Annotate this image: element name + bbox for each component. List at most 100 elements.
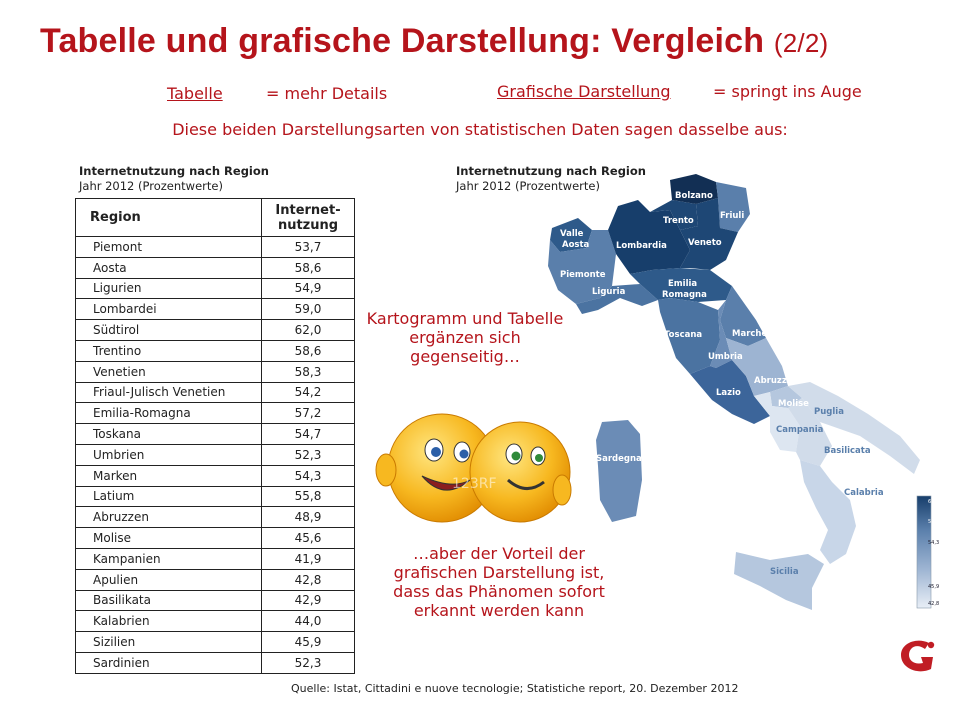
- region-basilicata: [788, 398, 832, 466]
- col-header-usage-2: nutzung: [277, 217, 339, 233]
- table-row: Marken 54,3: [75, 464, 355, 487]
- callout-top-line-3: gegenseitig…: [410, 347, 520, 366]
- region-cell: Toskana: [75, 423, 262, 445]
- region-molise: [770, 386, 802, 408]
- table-row: Toskana 54,7: [75, 423, 355, 445]
- source-note: Quelle: Istat, Cittadini e nuove tecnolo…: [291, 682, 739, 695]
- label-emilia-2: Romagna: [662, 290, 707, 300]
- region-cell: Emilia-Romagna: [75, 402, 262, 425]
- region-cell: Apulien: [75, 568, 262, 591]
- map-caption: Internetnutzung nach Region Jahr 2012 (P…: [456, 164, 646, 194]
- legend-tick-0: 62: [928, 499, 934, 505]
- label-basilicata: Basilicata: [824, 446, 871, 456]
- label-toscana: Toscana: [664, 330, 702, 340]
- usage-cell: 54,7: [261, 423, 355, 445]
- usage-cell: 45,9: [261, 631, 355, 653]
- region-cell: Umbrien: [75, 443, 262, 466]
- label-lombardia: Lombardia: [616, 241, 667, 251]
- usage-cell: 53,7: [261, 236, 355, 258]
- label-veneto: Veneto: [688, 238, 722, 248]
- region-cell: Sizilien: [75, 631, 262, 653]
- label-valle-2: Aosta: [562, 240, 590, 250]
- label-lazio: Lazio: [716, 388, 741, 398]
- region-cell: Venetien: [75, 360, 262, 383]
- label-abruzzo: Abruzzo: [754, 376, 793, 386]
- map-caption-title: Internetnutzung nach Region: [456, 164, 646, 178]
- region-valle-aosta: [550, 218, 592, 252]
- legend-tick-4: 42,8: [928, 601, 939, 607]
- region-emilia: [630, 268, 732, 302]
- callout-bottom-line-4: erkannt werden kann: [413, 601, 585, 620]
- usage-cell: 54,3: [261, 464, 355, 487]
- label-trento: Trento: [663, 216, 694, 226]
- label-piemonte: Piemonte: [560, 270, 606, 280]
- label-molise: Molise: [778, 399, 809, 409]
- usage-cell: 54,2: [261, 381, 355, 404]
- usage-cell: 52,3: [261, 443, 355, 466]
- usage-cell: 52,3: [261, 651, 355, 674]
- region-lazio: [690, 360, 770, 424]
- usage-cell: 58,6: [261, 256, 355, 279]
- table-row: Molise 45,6: [75, 527, 355, 549]
- region-cell: Kampanien: [75, 547, 262, 570]
- legend-bar: [916, 495, 932, 609]
- table-header-row: Region Internet- nutzung: [75, 198, 355, 237]
- region-cell: Aosta: [75, 256, 262, 279]
- region-abruzzo: [726, 338, 788, 396]
- label-marche: Marche: [732, 329, 767, 339]
- legend-tick-2: 54,3: [928, 540, 939, 546]
- table-row: Piemont 53,7: [75, 236, 355, 258]
- region-cell: Ligurien: [75, 277, 262, 300]
- callout-bottom-line-3: dass das Phänomen sofort: [393, 582, 605, 601]
- table-row: Venetien 58,3: [75, 360, 355, 383]
- usage-cell: 45,6: [261, 527, 355, 549]
- callout-bottom-line-2: grafischen Darstellung ist,: [393, 563, 605, 582]
- table-row: Emilia-Romagna 57,2: [75, 402, 355, 425]
- region-cell: Piemont: [75, 236, 262, 258]
- intro-table-desc: = mehr Details: [266, 84, 388, 103]
- region-cell: Basilikata: [75, 589, 262, 612]
- table-caption: Internetnutzung nach Region Jahr 2012 (P…: [79, 164, 269, 194]
- callout-bottom-line-1: …aber der Vorteil der: [413, 544, 585, 563]
- col-header-usage: Internet- nutzung: [261, 198, 355, 237]
- region-cell: Lombardei: [75, 298, 262, 321]
- label-bolzano: Bolzano: [675, 191, 713, 201]
- usage-cell: 44,0: [261, 610, 355, 633]
- usage-cell: 48,9: [261, 506, 355, 529]
- label-friuli: Friuli: [720, 211, 744, 221]
- label-sicilia: Sicilia: [770, 567, 799, 577]
- callout-top: Kartogramm und Tabelle ergänzen sich geg…: [335, 309, 595, 366]
- region-liguria: [576, 284, 658, 314]
- intro-graphic: Grafische Darstellung: [497, 82, 671, 101]
- usage-cell: 54,9: [261, 277, 355, 300]
- table-row: Kalabrien 44,0: [75, 610, 355, 633]
- callout-top-line-2: ergänzen sich: [409, 328, 521, 347]
- table-row: Kampanien 41,9: [75, 547, 355, 570]
- usage-cell: 55,8: [261, 485, 355, 508]
- map-legend: 62 58,3 54,3 45,9 42,8: [916, 495, 939, 609]
- title-suffix: (2/2): [773, 28, 829, 58]
- table-caption-title: Internetnutzung nach Region: [79, 164, 269, 178]
- table-link[interactable]: Tabelle: [167, 84, 223, 103]
- region-calabria: [800, 460, 856, 564]
- graphic-link[interactable]: Grafische Darstellung: [497, 82, 671, 101]
- region-campania: [754, 392, 800, 452]
- intro-graphic-desc: = springt ins Auge: [713, 82, 862, 101]
- region-cell: Latium: [75, 485, 262, 508]
- table-row: Abruzzen 48,9: [75, 506, 355, 529]
- italy-map: Bolzano Trento Friuli Valle Aosta Lombar…: [548, 174, 939, 610]
- table-caption-subtitle: Jahr 2012 (Prozentwerte): [79, 179, 223, 193]
- region-veneto: [680, 198, 738, 270]
- region-sardegna: [596, 420, 642, 522]
- region-cell: Trentino: [75, 339, 262, 362]
- page-title: Tabelle und grafische Darstellung: Vergl…: [40, 22, 940, 61]
- region-cell: Friaul-Julisch Venetien: [75, 381, 262, 404]
- region-sicilia: [734, 552, 824, 610]
- label-calabria: Calabria: [844, 488, 884, 498]
- region-trento: [650, 200, 698, 230]
- image-watermark: 123RF: [452, 476, 497, 492]
- region-cell: Sardinien: [75, 651, 262, 674]
- region-friuli: [716, 182, 750, 232]
- region-puglia: [788, 382, 920, 474]
- col-header-region: Region: [75, 198, 262, 237]
